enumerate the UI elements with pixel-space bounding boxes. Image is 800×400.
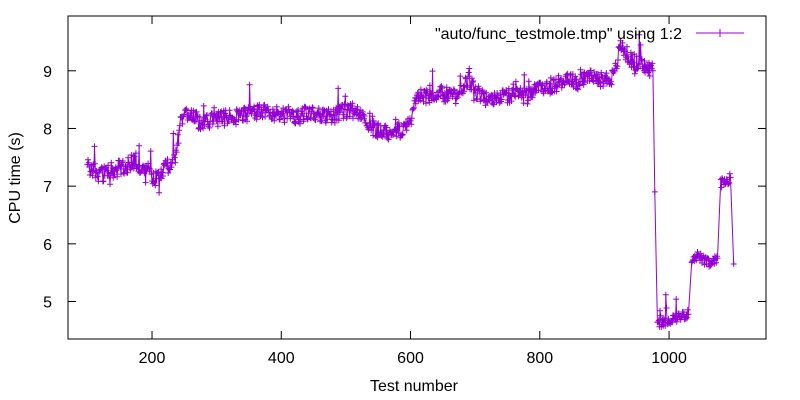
legend-plus-marker (716, 29, 724, 37)
y-tick-label: 5 (43, 295, 52, 312)
y-tick-label: 9 (43, 64, 52, 81)
y-tick-label: 8 (43, 121, 52, 138)
x-tick-label: 200 (139, 350, 166, 367)
x-tick-label: 600 (397, 350, 424, 367)
y-tick-label: 6 (43, 237, 52, 254)
x-tick-label: 1000 (651, 350, 687, 367)
series-layer (84, 31, 737, 330)
series-plus-markers (84, 31, 737, 330)
legend-entry-label: "auto/func_testmole.tmp" using 1:2 (435, 26, 682, 43)
legend-plus-glyph (716, 29, 724, 37)
plot-area-frame (67, 15, 767, 340)
x-axis-ticks: 200 400 600 800 1000 (139, 16, 687, 367)
legend: "auto/func_testmole.tmp" using 1:2 (435, 26, 744, 43)
x-tick-label: 400 (268, 350, 295, 367)
x-tick-label: 800 (526, 350, 553, 367)
y-axis-label: CPU time (s) (7, 132, 24, 224)
series-line (86, 34, 735, 328)
x-axis-label: Test number (370, 378, 459, 395)
y-tick-label: 7 (43, 179, 52, 196)
y-axis-ticks: 5 6 7 8 9 (43, 64, 766, 312)
